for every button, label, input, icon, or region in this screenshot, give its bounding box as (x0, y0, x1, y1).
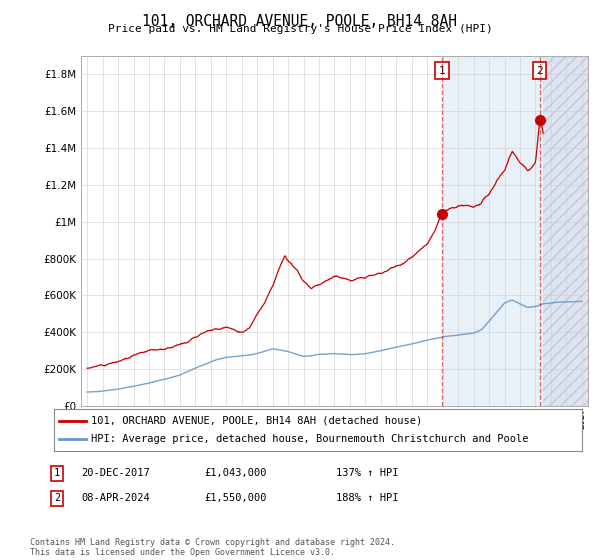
Text: 188% ↑ HPI: 188% ↑ HPI (336, 493, 398, 503)
Text: 1: 1 (54, 468, 60, 478)
Text: 20-DEC-2017: 20-DEC-2017 (81, 468, 150, 478)
Text: £1,550,000: £1,550,000 (204, 493, 266, 503)
Text: 08-APR-2024: 08-APR-2024 (81, 493, 150, 503)
Text: Price paid vs. HM Land Registry's House Price Index (HPI): Price paid vs. HM Land Registry's House … (107, 24, 493, 34)
Text: 2: 2 (536, 66, 543, 76)
Text: £1,043,000: £1,043,000 (204, 468, 266, 478)
Bar (543, 56, 588, 406)
Text: 101, ORCHARD AVENUE, POOLE, BH14 8AH: 101, ORCHARD AVENUE, POOLE, BH14 8AH (143, 14, 458, 29)
Text: 137% ↑ HPI: 137% ↑ HPI (336, 468, 398, 478)
Text: Contains HM Land Registry data © Crown copyright and database right 2024.
This d: Contains HM Land Registry data © Crown c… (30, 538, 395, 557)
Text: 1: 1 (439, 66, 445, 76)
Text: 101, ORCHARD AVENUE, POOLE, BH14 8AH (detached house): 101, ORCHARD AVENUE, POOLE, BH14 8AH (de… (91, 416, 422, 426)
Text: 2: 2 (54, 493, 60, 503)
Text: HPI: Average price, detached house, Bournemouth Christchurch and Poole: HPI: Average price, detached house, Bour… (91, 434, 529, 444)
Bar (443, 56, 588, 406)
